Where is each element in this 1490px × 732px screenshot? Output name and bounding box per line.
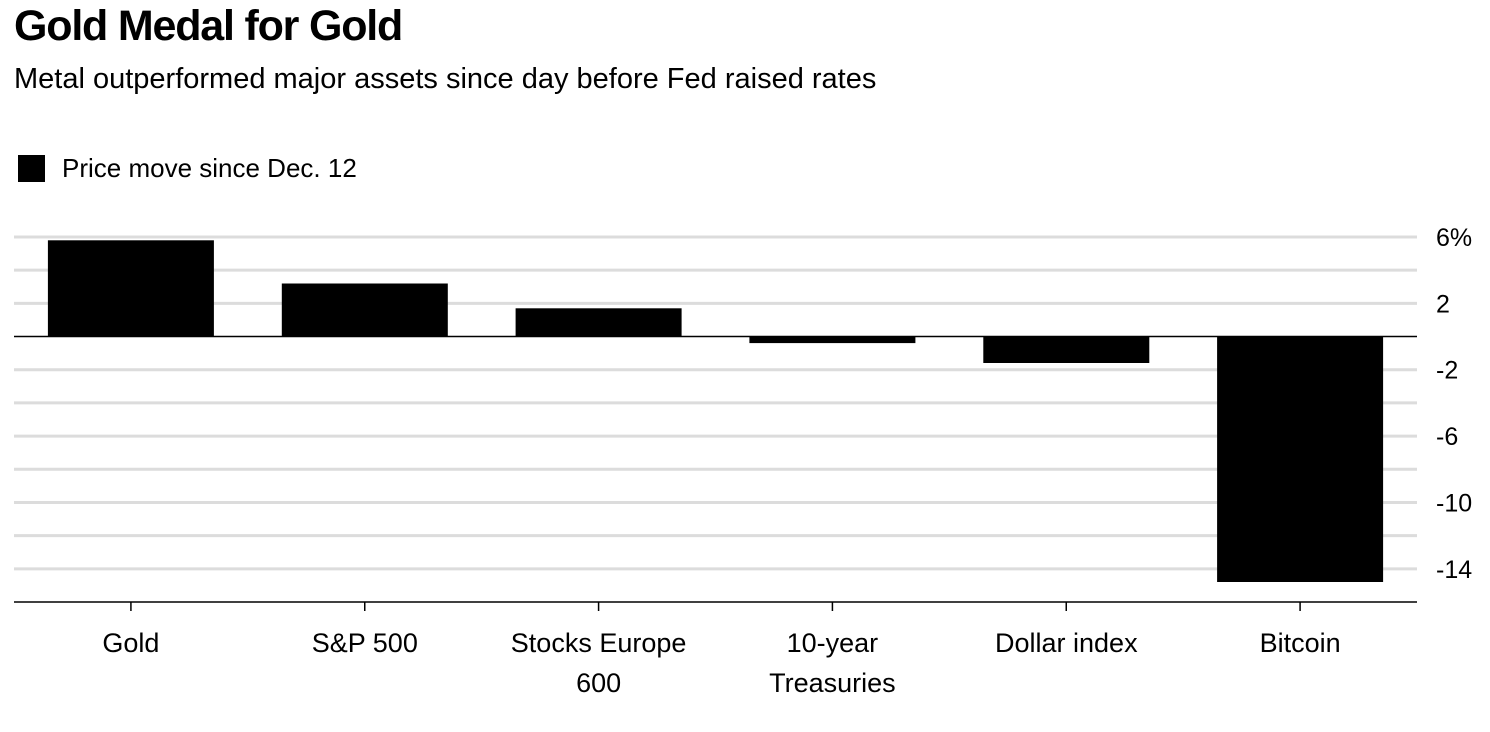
- x-tick-label: Stocks Europe: [511, 628, 687, 658]
- bar: [515, 308, 682, 337]
- y-tick-label: 2: [1436, 290, 1450, 318]
- bar: [47, 240, 214, 337]
- bar: [1217, 336, 1384, 582]
- x-tick-label: Dollar index: [995, 628, 1138, 658]
- bar: [983, 336, 1150, 363]
- x-tick-label: 10-year: [787, 628, 879, 658]
- y-tick-label: 6%: [1436, 224, 1472, 252]
- x-tick-label: Bitcoin: [1260, 628, 1341, 658]
- y-tick-label: -6: [1436, 423, 1458, 451]
- y-tick-label: -14: [1436, 556, 1472, 584]
- x-tick-labels: Gold S&P 500 Stocks Europe 600 10-year Treasu…: [102, 628, 1340, 698]
- y-tick-label: -10: [1436, 490, 1472, 518]
- y-tick-label: -2: [1436, 357, 1458, 385]
- chart-subtitle: Metal outperformed major assets since da…: [14, 63, 877, 95]
- x-tick-label: Treasuries: [769, 668, 896, 698]
- legend-swatch: [18, 154, 45, 182]
- x-tick-label: 600: [576, 668, 621, 698]
- bars: [47, 240, 1384, 582]
- x-tick-label: S&P 500: [312, 628, 418, 658]
- legend-label: Price move since Dec. 12: [62, 152, 357, 183]
- chart-title: Gold Medal for Gold: [14, 2, 403, 50]
- axes: [14, 335, 1417, 611]
- y-tick-labels: 6% 2 -2 -6 -10 -14: [1436, 224, 1472, 584]
- bar: [749, 336, 916, 344]
- gridlines: [14, 235, 1417, 571]
- bar: [281, 283, 448, 337]
- x-tick-label: Gold: [102, 628, 159, 658]
- legend: Price move since Dec. 12: [18, 152, 357, 184]
